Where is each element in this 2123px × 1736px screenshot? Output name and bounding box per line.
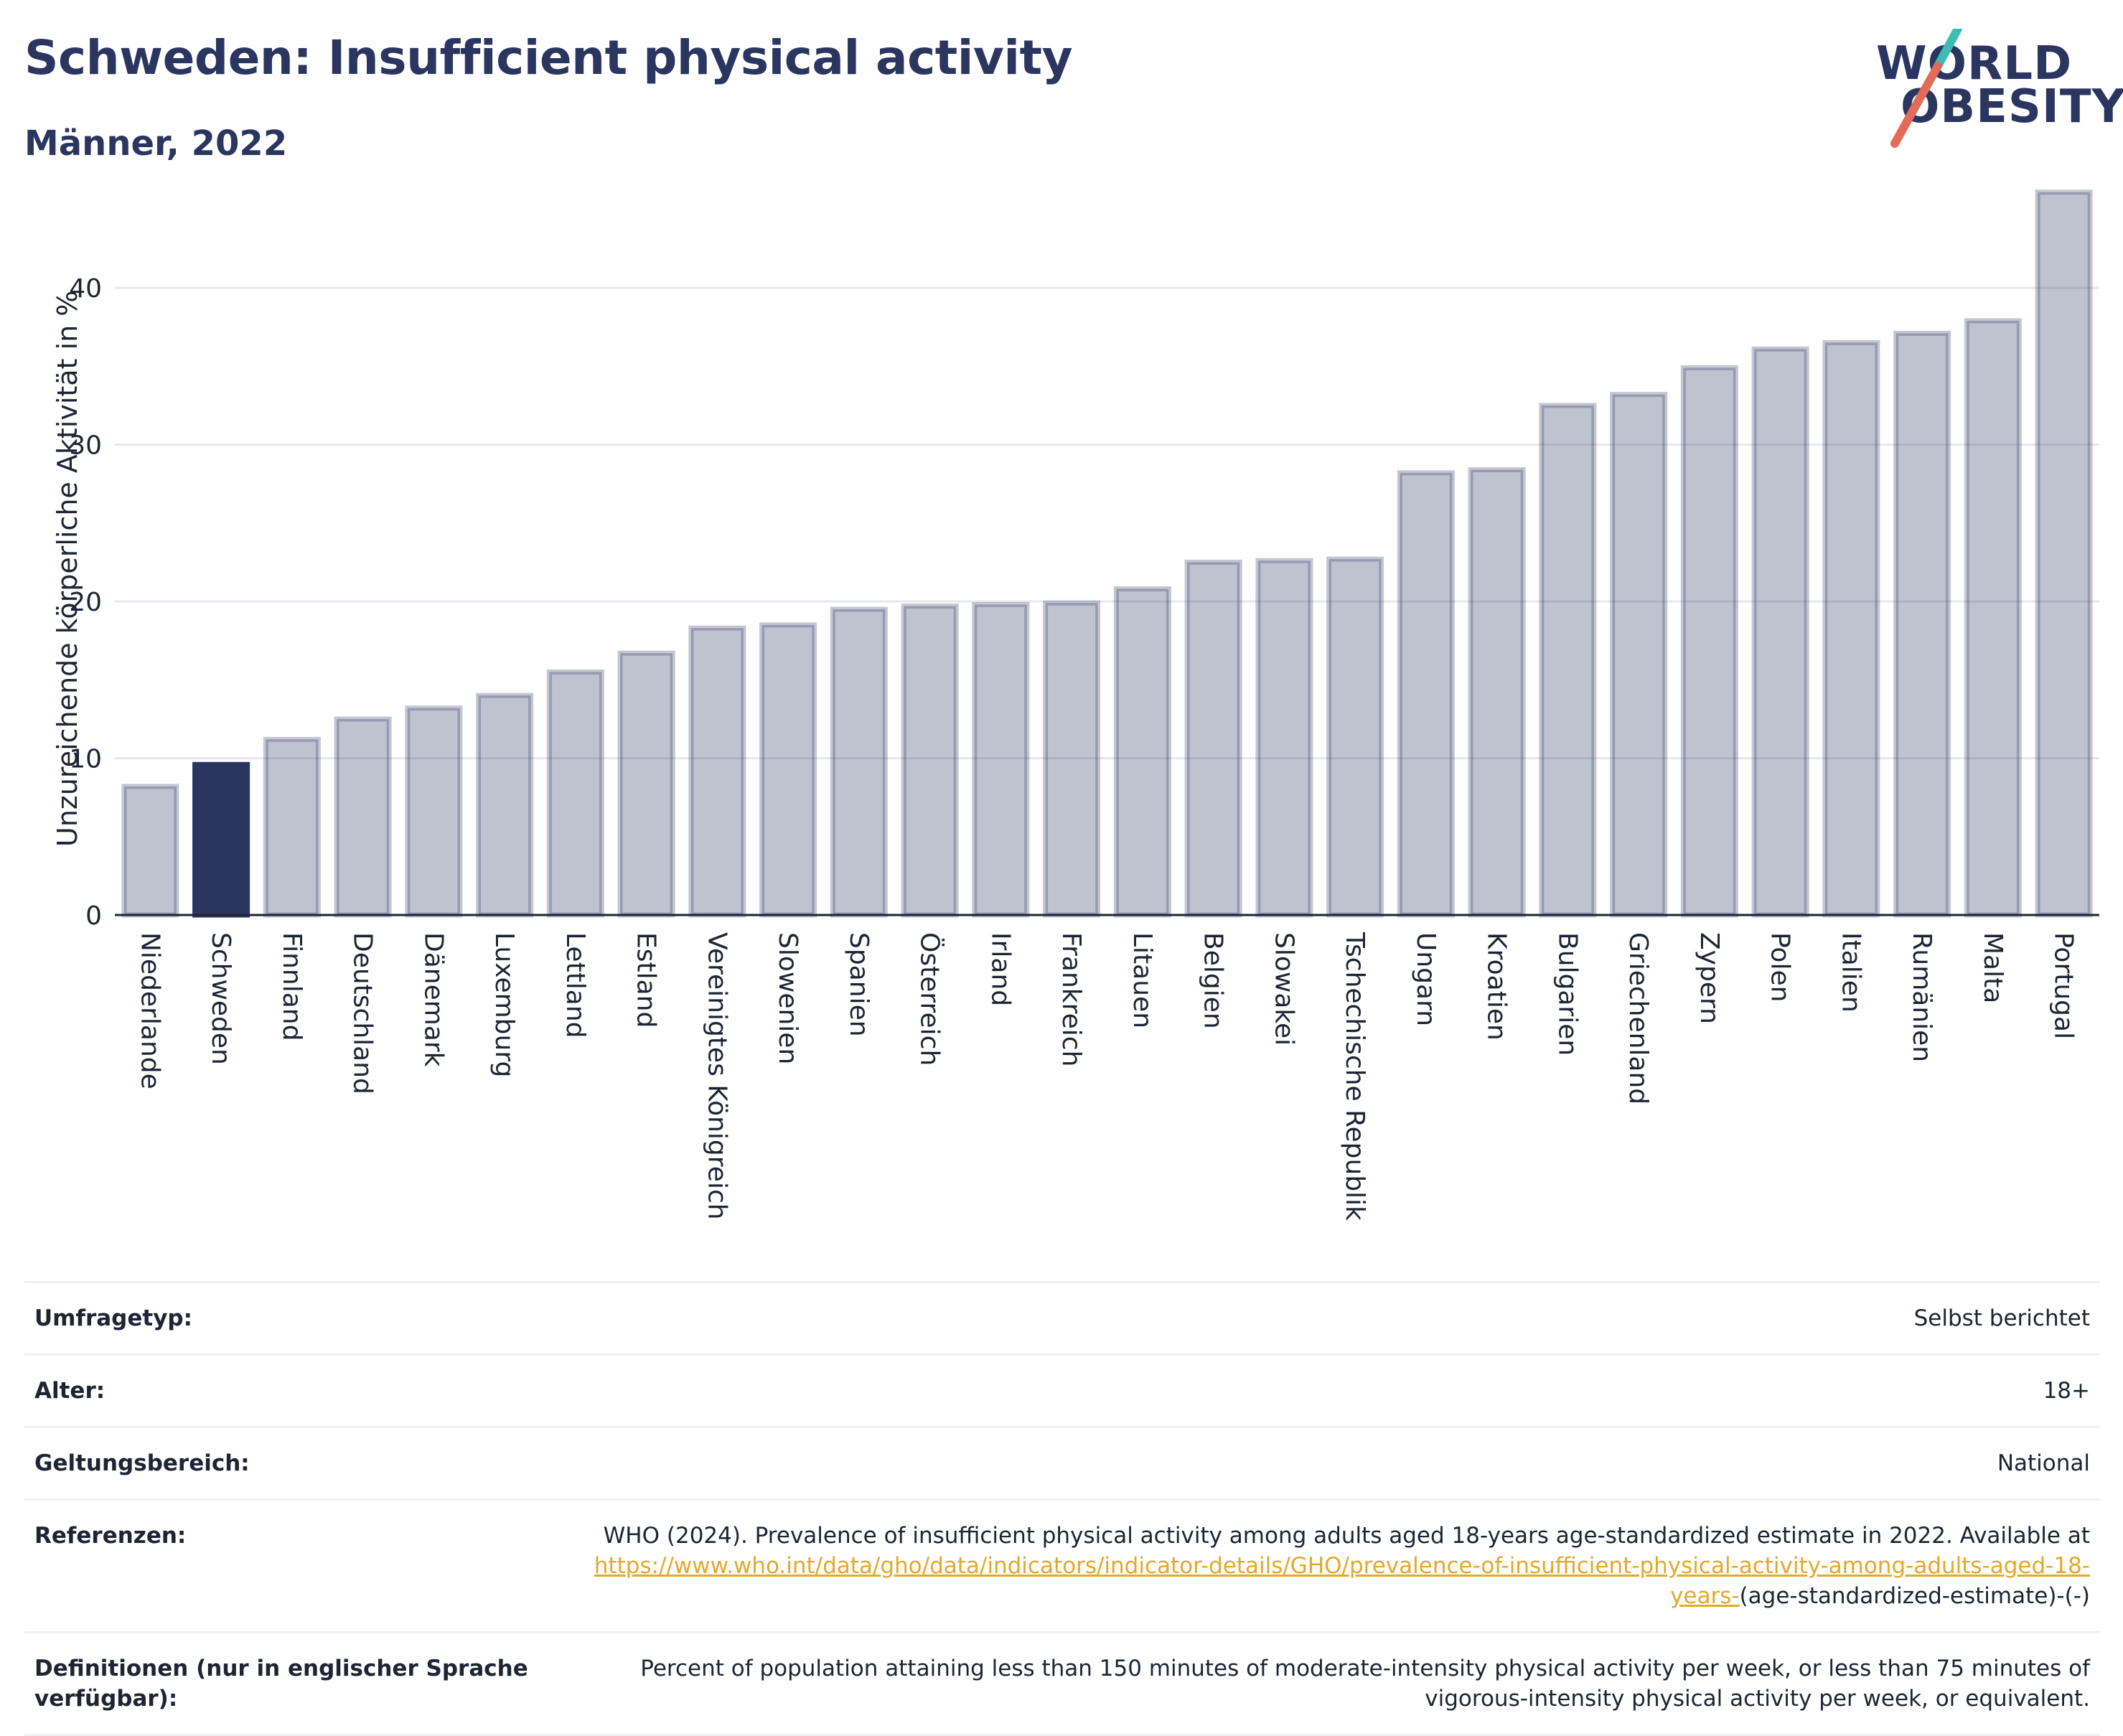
x-tick-label: Malta — [1978, 932, 2007, 1003]
x-tick-label: Österreich — [915, 932, 945, 1066]
bar — [1184, 559, 1242, 918]
x-tick-label: Irland — [985, 932, 1015, 1006]
bar — [1822, 340, 1880, 918]
x-tick-label: Lettland — [561, 932, 590, 1038]
logo-slash-icon — [1890, 29, 1962, 148]
meta-row-age: Alter: 18+ — [24, 1353, 2100, 1426]
bar — [334, 716, 392, 918]
bar — [901, 604, 959, 918]
x-tick-label: Estland — [632, 932, 661, 1028]
meta-key-references: Referenzen: — [34, 1523, 187, 1549]
y-tick-label: 20 — [69, 588, 102, 617]
reference-text: WHO (2024). Prevalence of insufficient p… — [603, 1523, 2090, 1549]
reference-suffix: (age-standardized-estimate)-(-) — [1739, 1583, 2090, 1609]
x-tick-label: Bulgarien — [1552, 932, 1582, 1056]
x-tick-label: Tschechische Republik — [1340, 932, 1369, 1221]
logo-text-world: WORLD — [1876, 37, 2073, 90]
bar — [1043, 600, 1101, 918]
bar — [263, 736, 321, 918]
bar — [192, 761, 250, 918]
bar — [1964, 318, 2022, 918]
meta-key-age: Alter: — [34, 1378, 106, 1404]
bar — [1326, 556, 1384, 918]
y-tick-label: 0 — [85, 901, 102, 931]
meta-key-survey-type: Umfragetyp: — [34, 1305, 192, 1331]
bar — [1397, 470, 1455, 918]
x-tick-label: Finnland — [277, 932, 306, 1041]
x-tick-label: Italien — [1836, 932, 1865, 1013]
bar — [830, 606, 888, 918]
meta-value-age: 18+ — [2043, 1378, 2090, 1404]
bar — [1255, 558, 1313, 918]
bar — [476, 693, 534, 918]
x-tick-label: Ungarn — [1411, 932, 1440, 1026]
x-tick-label: Griechenland — [1623, 932, 1653, 1104]
x-tick-label: Belgien — [1199, 932, 1228, 1029]
y-tick-label: 10 — [69, 745, 102, 774]
metadata-table: Umfragetyp: Selbst berichtet Alter: 18+ … — [24, 1281, 2100, 1736]
x-tick-label: Polen — [1766, 932, 1795, 1002]
meta-row-references: Referenzen: WHO (2024). Prevalence of in… — [24, 1498, 2100, 1631]
x-tick-label: Spanien — [844, 932, 873, 1037]
y-tick-label: 30 — [69, 431, 102, 461]
x-tick-label: Slowenien — [773, 932, 802, 1064]
bar — [1680, 365, 1738, 918]
meta-key-scope: Geltungsbereich: — [34, 1450, 250, 1476]
bar-chart: 0 10 20 30 40 Niederlande Schweden Finnland Deut… — [69, 189, 2099, 1221]
logo-text-obesity: OBESITY — [1901, 80, 2123, 133]
bar — [121, 784, 179, 918]
meta-row-scope: Geltungsbereich: National — [24, 1426, 2100, 1498]
meta-value-scope: National — [1997, 1450, 2090, 1476]
bar — [759, 622, 817, 918]
bar — [1893, 330, 1951, 918]
bar — [1113, 586, 1171, 918]
x-tick-label: Slowakei — [1269, 932, 1298, 1046]
x-tick-label: Portugal — [2049, 932, 2079, 1039]
reference-link[interactable]: https://www.who.int/data/gho/data/indica… — [594, 1553, 2090, 1609]
y-tick-label: 40 — [69, 274, 102, 304]
meta-row-survey-type: Umfragetyp: Selbst berichtet — [24, 1281, 2100, 1353]
x-tick-label: Frankreich — [1056, 932, 1086, 1066]
bar — [1468, 467, 1526, 918]
meta-value-definitions: Percent of population attaining less tha… — [640, 1656, 2090, 1712]
bar — [688, 625, 746, 918]
bar — [1751, 346, 1809, 918]
chart-title: Schweden: Insufficient physical activity — [24, 30, 1073, 85]
x-tick-label: Rumänien — [1907, 932, 1936, 1062]
bar — [405, 705, 463, 918]
meta-row-definitions: Definitionen (nur in englischer Sprache … — [24, 1631, 2100, 1736]
bar — [2035, 189, 2093, 918]
x-tick-label: Niederlande — [135, 932, 164, 1089]
bar — [617, 650, 675, 918]
x-tick-label: Litauen — [1128, 932, 1157, 1028]
x-tick-label: Deutschland — [348, 932, 378, 1094]
meta-value-survey-type: Selbst berichtet — [1913, 1305, 2090, 1331]
meta-value-references: WHO (2024). Prevalence of insufficient p… — [583, 1521, 2090, 1611]
x-tick-label: Kroatien — [1482, 932, 1512, 1041]
x-tick-label: Dänemark — [418, 932, 448, 1067]
world-obesity-logo: WORLD OBESITY — [1866, 29, 2123, 151]
bar — [1610, 392, 1668, 918]
chart-subtitle: Männer, 2022 — [24, 123, 288, 164]
bar — [1539, 403, 1597, 918]
meta-key-definitions: Definitionen (nur in englischer Sprache … — [34, 1656, 528, 1712]
x-tick-label: Zypern — [1695, 932, 1724, 1024]
bar — [546, 669, 604, 918]
bar — [972, 601, 1030, 918]
x-tick-label: Luxemburg — [489, 932, 519, 1077]
x-tick-label: Schweden — [206, 932, 235, 1065]
x-tick-label: Vereinigtes Königreich — [702, 932, 731, 1220]
